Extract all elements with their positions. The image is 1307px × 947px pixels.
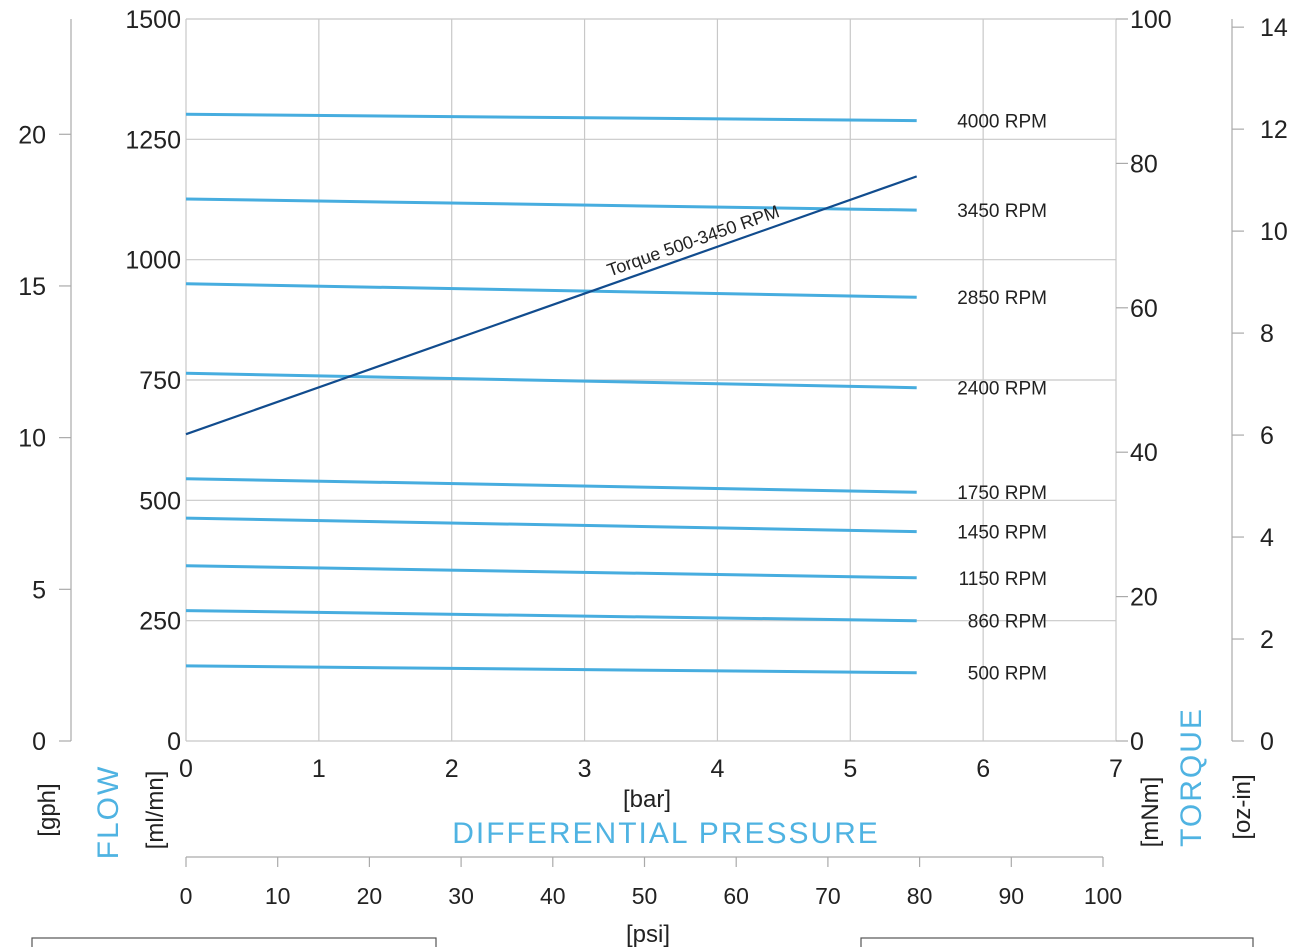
x-bar-axis-label: [bar] — [623, 786, 671, 813]
series-line-4000-rpm — [185, 112, 917, 123]
y-ozin-tick-label: 8 — [1260, 320, 1274, 348]
y-ozin-tick-label: 4 — [1260, 524, 1274, 552]
x-psi-tick-label: 70 — [815, 883, 841, 909]
x-psi-tick-label: 40 — [540, 883, 566, 909]
x-psi-tick-label: 80 — [907, 883, 933, 909]
x-axis-title: DIFFERENTIAL PRESSURE — [452, 817, 880, 850]
series-label-4000-rpm: 4000 RPM — [957, 112, 1047, 133]
labels: 0 1 2 3 4 5 6 702505007501000125015000510152002… — [18, 6, 1288, 909]
series-line-3450-rpm — [185, 197, 917, 212]
y-ozin-tick-label: 6 — [1260, 422, 1274, 450]
series-line-1450-rpm — [185, 516, 917, 534]
y-gph-tick-label: 20 — [18, 121, 46, 149]
y-mNm-axis-label: [mNm] — [1137, 777, 1164, 848]
flow-axis-title: FLOW — [92, 765, 125, 860]
x-bar-tick-label: 5 — [843, 755, 857, 783]
torque-axis-title: TORQUE — [1175, 707, 1208, 847]
y-mlmn-tick-label: 500 — [139, 487, 181, 515]
y-ozin-tick-label: 14 — [1260, 14, 1288, 42]
series-label-2850-rpm: 2850 RPM — [957, 288, 1047, 309]
series-label-1750-rpm: 1750 RPM — [957, 483, 1047, 504]
y-mlmn-tick-label: 750 — [139, 367, 181, 395]
series-line-torque-500-3450-rpm — [185, 175, 918, 436]
y-mNm-tick-label: 20 — [1130, 584, 1158, 612]
x-psi-tick-label: 20 — [357, 883, 383, 909]
y-mlmn-tick-label: 1250 — [125, 126, 181, 154]
x-psi-tick-label: 60 — [723, 883, 749, 909]
series-line-500-rpm — [185, 664, 917, 675]
series-label-500-rpm: 500 RPM — [968, 664, 1047, 685]
x-bar-tick-label: 0 — [179, 755, 193, 783]
y-mNm-tick-label: 60 — [1130, 295, 1158, 323]
y-mlmn-tick-label: 1000 — [125, 247, 181, 275]
series-label-2400-rpm: 2400 RPM — [957, 379, 1047, 400]
axes — [59, 18, 1244, 867]
y-mNm-tick-label: 40 — [1130, 439, 1158, 467]
x-psi-tick-label: 10 — [265, 883, 291, 909]
series-label-torque: Torque 500-3450 RPM — [604, 201, 781, 280]
x-psi-tick-label: 100 — [1084, 883, 1122, 909]
x-psi-tick-label: 50 — [632, 883, 658, 909]
blank-box-left — [31, 937, 437, 947]
x-bar-tick-label: 1 — [312, 755, 326, 783]
series-line-1750-rpm — [185, 477, 917, 494]
y-gph-tick-label: 15 — [18, 273, 46, 301]
y-ozin-tick-label: 2 — [1260, 626, 1274, 654]
y-ozin-tick-label: 0 — [1260, 728, 1274, 756]
y-mNm-tick-label: 100 — [1130, 6, 1172, 34]
x-psi-tick-label: 90 — [999, 883, 1025, 909]
x-bar-tick-label: 7 — [1109, 755, 1123, 783]
y-gph-tick-label: 5 — [32, 576, 46, 604]
y-ozin-axis-label: [oz-in] — [1229, 774, 1256, 839]
y-mlmn-tick-label: 250 — [139, 608, 181, 636]
x-psi-axis-label: [psi] — [626, 921, 670, 947]
x-psi-tick-label: 0 — [180, 883, 193, 909]
x-bar-tick-label: 2 — [445, 755, 459, 783]
series-line-860-rpm — [185, 609, 917, 623]
series-label-1150-rpm: 1150 RPM — [959, 569, 1047, 590]
y-gph-axis-label: [gph] — [34, 783, 61, 836]
x-bar-tick-label: 3 — [578, 755, 592, 783]
blank-box-right — [860, 937, 1254, 947]
y-mlmn-axis-label: [ml/mn] — [142, 771, 169, 850]
x-bar-tick-label: 6 — [976, 755, 990, 783]
y-mNm-tick-label: 80 — [1130, 150, 1158, 178]
series-label-1450-rpm: 1450 RPM — [957, 523, 1047, 544]
y-gph-tick-label: 10 — [18, 425, 46, 453]
y-mlmn-tick-label: 1500 — [125, 6, 181, 34]
series-line-2850-rpm — [185, 282, 917, 299]
y-ozin-tick-label: 12 — [1260, 116, 1288, 144]
series-line-2400-rpm — [185, 371, 917, 390]
series-line-1150-rpm — [185, 564, 917, 580]
y-mNm-tick-label: 0 — [1130, 728, 1144, 756]
y-ozin-tick-label: 10 — [1260, 218, 1288, 246]
x-bar-tick-label: 4 — [710, 755, 724, 783]
series-label-3450-rpm: 3450 RPM — [957, 201, 1047, 222]
x-psi-tick-label: 30 — [448, 883, 474, 909]
y-gph-tick-label: 0 — [32, 728, 46, 756]
series-lines — [185, 112, 918, 675]
series-label-860-rpm: 860 RPM — [968, 612, 1047, 633]
y-mlmn-tick-label: 0 — [167, 728, 181, 756]
